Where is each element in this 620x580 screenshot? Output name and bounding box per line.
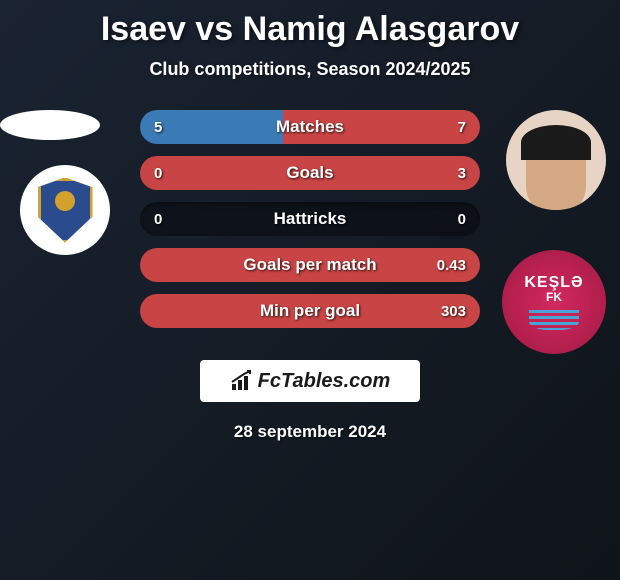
stat-label: Min per goal bbox=[140, 301, 480, 321]
stat-row: 5Matches7 bbox=[140, 110, 480, 144]
stat-label: Goals per match bbox=[140, 255, 480, 275]
stat-value-right: 3 bbox=[458, 165, 466, 182]
brand-badge: FcTables.com bbox=[200, 360, 420, 402]
page-title: Isaev vs Namig Alasgarov bbox=[0, 10, 620, 49]
stat-label: Goals bbox=[140, 163, 480, 183]
chart-icon bbox=[230, 370, 256, 392]
stat-row: 0Goals3 bbox=[140, 156, 480, 190]
stat-value-right: 0.43 bbox=[437, 257, 466, 274]
page-subtitle: Club competitions, Season 2024/2025 bbox=[0, 59, 620, 80]
stat-row: Min per goal303 bbox=[140, 294, 480, 328]
player-right-avatar bbox=[506, 110, 606, 210]
stat-value-right: 303 bbox=[441, 303, 466, 320]
stat-value-right: 7 bbox=[458, 119, 466, 136]
club-right-sub: FK bbox=[546, 290, 562, 304]
footer: FcTables.com 28 september 2024 bbox=[0, 360, 620, 442]
stat-row: 0Hattricks0 bbox=[140, 202, 480, 236]
club-right-badge: KEŞLƏ FK bbox=[502, 250, 606, 354]
waves-icon bbox=[529, 310, 579, 330]
brand-text: FcTables.com bbox=[258, 370, 391, 393]
date-label: 28 september 2024 bbox=[234, 422, 386, 442]
stats-list: 5Matches70Goals30Hattricks0Goals per mat… bbox=[140, 110, 480, 340]
stat-value-right: 0 bbox=[458, 211, 466, 228]
stat-label: Hattricks bbox=[140, 209, 480, 229]
stat-row: Goals per match0.43 bbox=[140, 248, 480, 282]
player-left-avatar bbox=[0, 110, 100, 140]
stat-label: Matches bbox=[140, 117, 480, 137]
shield-icon bbox=[38, 178, 93, 243]
club-left-badge bbox=[20, 165, 110, 255]
content-area: KEŞLƏ FK 5Matches70Goals30Hattricks0Goal… bbox=[0, 110, 620, 350]
comparison-card: Isaev vs Namig Alasgarov Club competitio… bbox=[0, 0, 620, 580]
